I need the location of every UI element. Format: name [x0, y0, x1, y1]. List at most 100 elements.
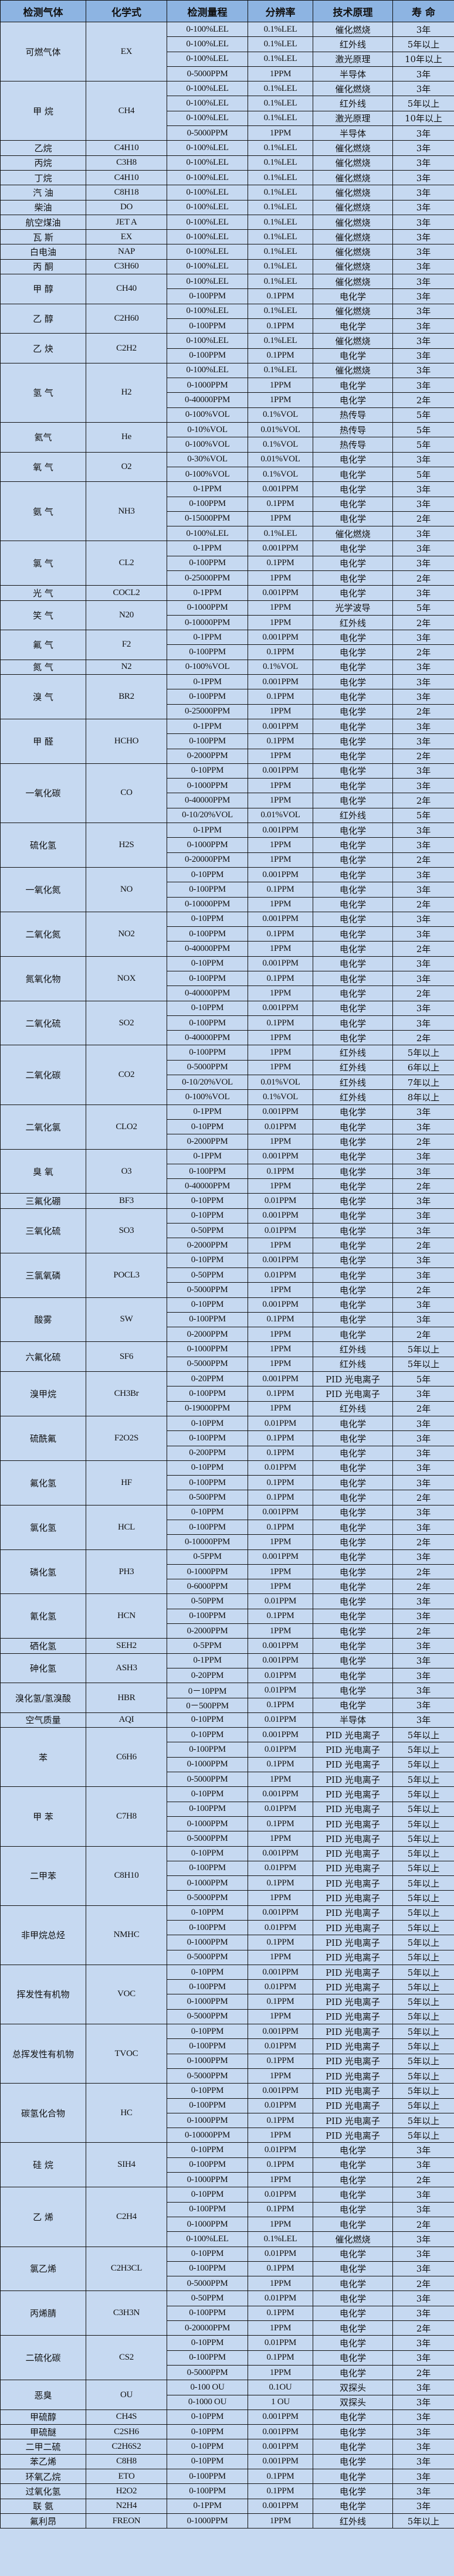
- range-cell: 0-100PPM: [167, 1979, 248, 1995]
- principle-cell: PID 光电离子: [313, 2083, 393, 2099]
- table-row: 三氯氧磷 POCL3 0-10PPM 0.001PPM 电化学 3年: [0, 1252, 454, 1298]
- life-cell: 3年: [392, 259, 454, 275]
- header-resolution: 分辨率: [248, 0, 313, 22]
- principle-cell: PID 光电离子: [313, 1386, 393, 1402]
- gas-name-cell: 氨 气: [0, 481, 86, 542]
- table-row: 0-5000PPM 1PPM PID 光电离子 5年以上: [1, 2068, 454, 2084]
- principle-cell: 电化学: [313, 2157, 393, 2173]
- resolution-cell: 0.01PPM: [248, 1460, 313, 1476]
- range-cell: 0-40000PPM: [167, 1030, 248, 1046]
- table-row: 笑 气 N20 0-1000PPM 1PPM 光学波导 5年: [0, 600, 454, 631]
- principle-cell: 电化学: [313, 1653, 393, 1668]
- range-cell: 0-10PPM: [167, 1208, 248, 1224]
- formula-cell: C2H6S2: [86, 2439, 167, 2455]
- life-cell: 2年: [392, 1623, 454, 1639]
- life-cell: 3年: [392, 1415, 454, 1432]
- range-cell: 0-10PPM: [167, 763, 248, 779]
- range-cell: 0-100PPM: [167, 2483, 248, 2499]
- range-cell: 0-100%LEL: [167, 526, 248, 542]
- principle-cell: 电化学: [313, 2364, 393, 2381]
- principle-cell: PID 光电离子: [313, 1890, 393, 1906]
- life-cell: 5年: [392, 600, 454, 616]
- principle-cell: 电化学: [313, 882, 393, 898]
- principle-cell: PID 光电离子: [313, 1979, 393, 1995]
- range-cell: 0-10PPM: [167, 2142, 248, 2158]
- table-row: 氰化氢 HCN 0-50PPM 0.01PPM 电化学 3年: [0, 1593, 454, 1639]
- principle-cell: 电化学: [313, 823, 393, 838]
- life-cell: 2年: [392, 704, 454, 719]
- resolution-cell: 0.001PPM: [248, 866, 313, 883]
- life-cell: 3年: [392, 659, 454, 675]
- principle-cell: PID 光电离子: [313, 2098, 393, 2113]
- table-row: 硒化氢 SEH2 0-5PPM 0.001PPM 电化学 3年: [0, 1638, 454, 1654]
- range-cell: 0-100PPM: [167, 496, 248, 512]
- gas-name-cell: 硒化氢: [0, 1638, 86, 1654]
- formula-cell: NMHC: [86, 1905, 167, 1965]
- range-cell: 0-100PPM: [167, 2038, 248, 2054]
- formula-cell: N2H4: [86, 2498, 167, 2514]
- header-gas: 检测气体: [0, 0, 86, 22]
- life-cell: 5年以上: [392, 1045, 454, 1061]
- resolution-cell: 0.1%VOL: [248, 466, 313, 482]
- table-row: 可燃气体 EX 0-100%LEL 0.1%LEL 催化燃烧 3年: [0, 21, 454, 82]
- life-cell: 2年: [392, 2172, 454, 2188]
- life-cell: 5年: [392, 437, 454, 453]
- life-cell: 5年: [392, 807, 454, 824]
- table-row: 0-10PPM 0.01PPM 电化学 3年: [1, 1119, 454, 1135]
- range-cell: 0-100PPM: [167, 1430, 248, 1446]
- life-cell: 3年: [392, 1667, 454, 1684]
- life-cell: 2年: [392, 985, 454, 1001]
- principle-cell: 电化学: [313, 2424, 393, 2440]
- resolution-cell: 0.1PPM: [248, 2261, 313, 2277]
- range-cell: 0-100%VOL: [167, 1089, 248, 1105]
- gas-name-cell: 恶臭: [0, 2380, 86, 2410]
- principle-cell: 电化学: [313, 970, 393, 987]
- resolution-cell: 0.001PPM: [248, 2453, 313, 2469]
- principle-cell: 电化学: [313, 2290, 393, 2306]
- principle-cell: 催化燃烧: [313, 333, 393, 349]
- principle-cell: PID 光电离子: [313, 2112, 393, 2129]
- resolution-cell: 0.001PPM: [248, 1297, 313, 1313]
- life-cell: 3年: [392, 2157, 454, 2173]
- formula-cell: CH4: [86, 81, 167, 141]
- range-cell: 0-100PPM: [167, 1860, 248, 1877]
- gas-name-cell: 二氧化氮: [0, 911, 86, 957]
- life-cell: 3年: [392, 585, 454, 601]
- principle-cell: 电化学: [313, 659, 393, 675]
- principle-cell: 红外线: [313, 1356, 393, 1372]
- resolution-cell: 1PPM: [248, 2128, 313, 2143]
- table-row: 0-6000PPM 1PPM 电化学 2年: [1, 1579, 454, 1595]
- formula-cell: C4H10: [86, 140, 167, 156]
- principle-cell: 电化学: [313, 466, 393, 482]
- formula-cell: HCL: [86, 1504, 167, 1550]
- gas-name-cell: 航空煤油: [0, 214, 86, 230]
- table-row: 丙烷 C3H8 0-100%LEL 0.1%LEL 催化燃烧 3年: [0, 155, 454, 171]
- formula-cell: DO: [86, 199, 167, 215]
- principle-cell: 电化学: [313, 1415, 393, 1432]
- table-row: 0-100PPM 0.1PPM 电化学 3年: [1, 555, 454, 571]
- table-row: 0-1000PPM 0.1PPM PID 光电离子 5年以上: [1, 1756, 454, 1773]
- principle-cell: 电化学: [313, 585, 393, 601]
- life-cell: 3年: [392, 2187, 454, 2203]
- principle-cell: 电化学: [313, 674, 393, 690]
- resolution-cell: 0.1%LEL: [248, 244, 313, 260]
- formula-cell: BF3: [86, 1193, 167, 1209]
- formula-cell: CH4S: [86, 2409, 167, 2425]
- table-row: 二氧化碳 CO2 0-100PPM 1PPM 红外线 5年以上: [0, 1045, 454, 1105]
- formula-cell: EX: [86, 229, 167, 245]
- resolution-cell: 0.1%LEL: [248, 110, 313, 127]
- table-row: 三氧化硫 SO3 0-10PPM 0.001PPM 电化学 3年: [0, 1208, 454, 1253]
- range-cell: 0-100%LEL: [167, 36, 248, 52]
- range-cell: 0-1000PPM: [167, 1756, 248, 1773]
- table-row: 磷化氢 PH3 0-5PPM 0.001PPM 电化学 3年: [0, 1549, 454, 1595]
- formula-cell: SIH4: [86, 2142, 167, 2188]
- resolution-cell: 0.001PPM: [248, 1000, 313, 1016]
- principle-cell: 电化学: [313, 1623, 393, 1639]
- gas-name-cell: 碳氢化合物: [0, 2083, 86, 2143]
- range-cell: 0-100PPM: [167, 733, 248, 749]
- table-row: 空气质量 AQI 0-10PPM 0.01PPM 半导体 3年: [0, 1712, 454, 1728]
- header-formula: 化学式: [86, 0, 167, 22]
- table-row: 二甲二硫 C2H6S2 0-10PPM 0.001PPM 电化学 3年: [0, 2439, 454, 2455]
- table-row: 0-10000PPM 1PPM PID 光电离子 5年以上: [1, 2128, 454, 2143]
- range-cell: 0-1PPM: [167, 481, 248, 497]
